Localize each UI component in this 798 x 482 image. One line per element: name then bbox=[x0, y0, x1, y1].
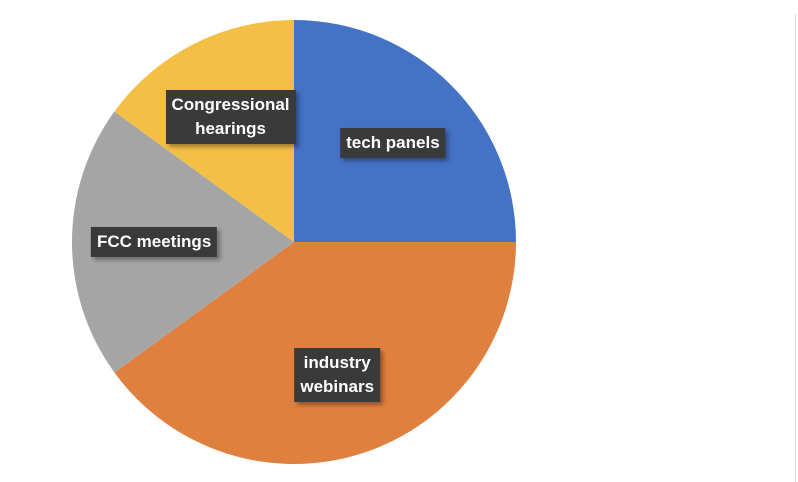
data-label-congressional-hearings: Congressional hearings bbox=[165, 90, 296, 145]
chart-border-right bbox=[795, 14, 796, 482]
data-label-fcc-meetings: FCC meetings bbox=[90, 227, 218, 257]
data-label-tech-panels: tech panels bbox=[340, 128, 446, 159]
data-label-industry-webinars: industry webinars bbox=[294, 348, 381, 402]
